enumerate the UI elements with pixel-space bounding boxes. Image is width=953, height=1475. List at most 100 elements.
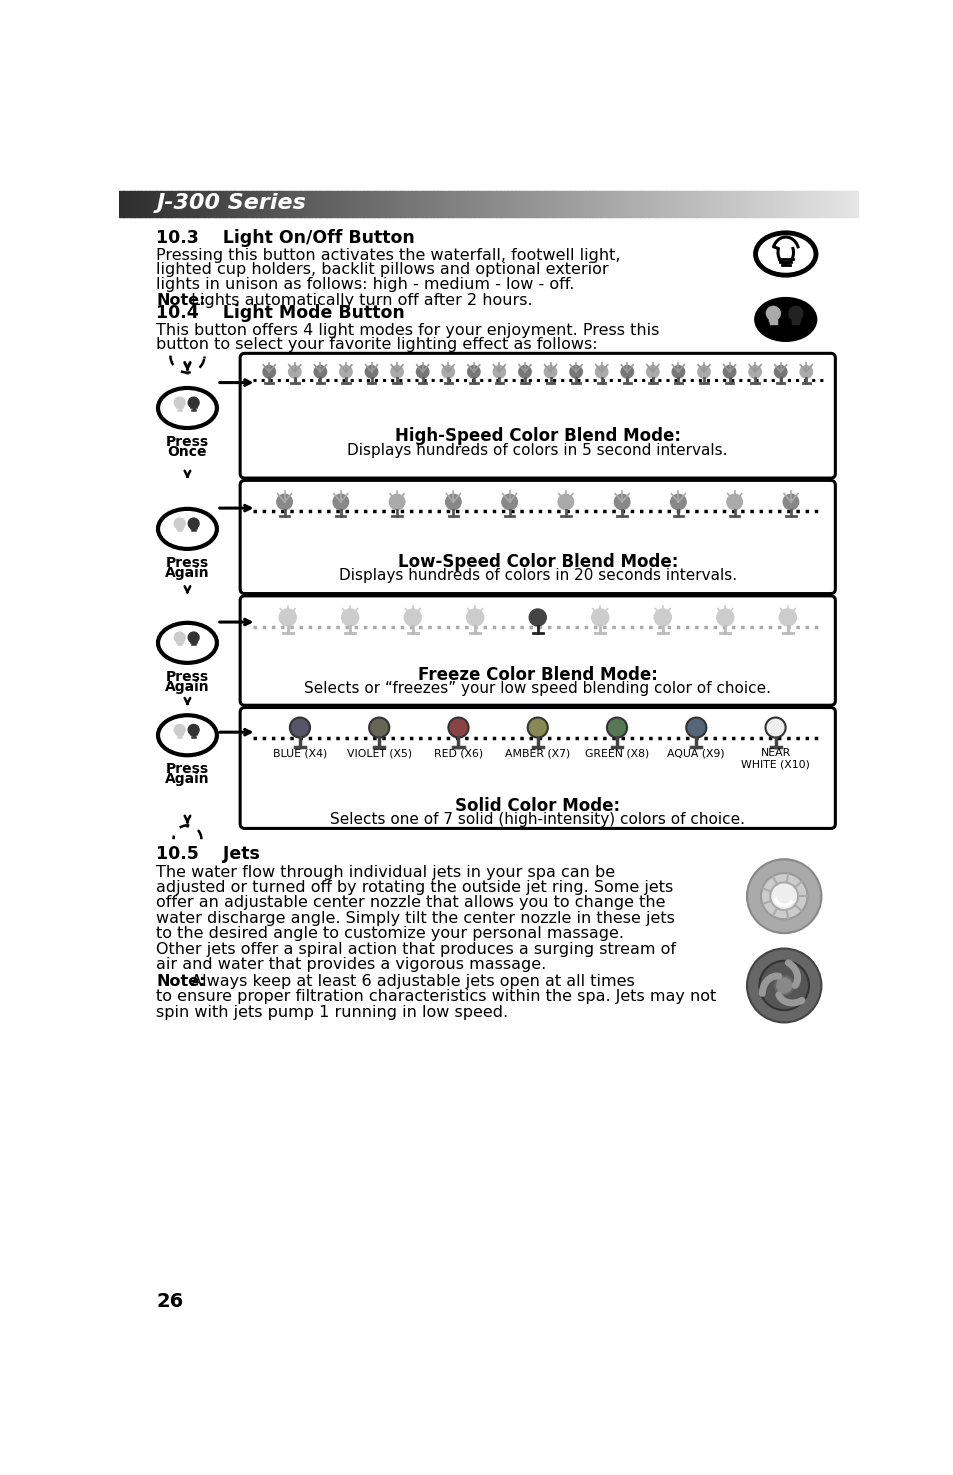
Bar [706,190,711,217]
Bar [625,190,630,217]
Bar [773,190,778,217]
Circle shape [369,717,389,738]
Bar [396,190,400,217]
Circle shape [391,366,403,378]
Bar [403,190,408,217]
Circle shape [726,494,741,510]
Bar [655,190,659,217]
Text: to the desired angle to customize your personal massage.: to the desired angle to customize your p… [156,926,624,941]
Bar [385,190,390,217]
Bar [562,190,567,217]
Text: Once: Once [168,445,207,459]
Bar [761,190,766,217]
Bar [795,190,800,217]
Bar [558,190,563,217]
Bar [426,190,430,217]
Bar [570,190,574,217]
Text: Press: Press [166,556,209,569]
Bar [348,190,353,217]
Bar [840,190,843,217]
Bar [400,190,404,217]
Bar [304,190,308,217]
Bar [781,190,784,217]
Bar [433,190,437,217]
Text: VIOLET (X5): VIOLET (X5) [346,748,412,758]
Bar [271,190,275,217]
Circle shape [782,494,798,510]
Bar [580,190,585,217]
Text: air and water that provides a vigorous massage.: air and water that provides a vigorous m… [156,957,546,972]
Bar [783,190,788,217]
Bar [665,190,670,217]
Bar [747,190,751,217]
Bar [736,190,740,217]
Text: Note:: Note: [156,974,206,988]
Bar [842,190,847,217]
Bar [422,190,426,217]
Bar [131,190,134,217]
Text: offer an adjustable center nozzle that allows you to change the: offer an adjustable center nozzle that a… [156,895,665,910]
Bar [374,190,378,217]
Text: Always keep at least 6 adjustable jets open at all times: Always keep at least 6 adjustable jets o… [186,974,634,988]
Circle shape [746,860,821,934]
Text: spin with jets pump 1 running in low speed.: spin with jets pump 1 running in low spe… [156,1004,508,1019]
Text: Again: Again [165,566,210,580]
Bar [411,190,416,217]
Bar [684,190,689,217]
Bar [688,190,692,217]
Text: to ensure proper filtration characteristics within the spa. Jets may not: to ensure proper filtration characterist… [156,990,716,1004]
Bar [488,190,493,217]
Bar [817,190,821,217]
Bar [355,190,360,217]
Bar [226,190,231,217]
Bar [673,190,678,217]
Bar [699,190,703,217]
Circle shape [448,717,468,738]
Bar [777,190,781,217]
Bar [193,190,197,217]
Bar [127,190,131,217]
Bar [755,190,759,217]
Bar [344,190,349,217]
Circle shape [365,366,377,378]
Circle shape [466,609,483,625]
Circle shape [760,873,806,919]
Circle shape [279,609,295,625]
Circle shape [188,518,199,530]
Ellipse shape [158,509,216,549]
Bar [141,190,146,217]
Text: AMBER (X7): AMBER (X7) [504,748,570,758]
Bar [322,190,327,217]
Circle shape [174,397,185,409]
Bar [499,190,504,217]
Circle shape [416,366,429,378]
FancyBboxPatch shape [240,481,835,593]
Bar [540,190,544,217]
Circle shape [620,366,633,378]
Bar [696,190,700,217]
Bar [182,190,187,217]
Text: Displays hundreds of colors in 5 second intervals.: Displays hundreds of colors in 5 second … [347,442,727,457]
Bar [496,190,500,217]
Bar [222,190,227,217]
Bar [167,190,172,217]
Bar [418,190,423,217]
Bar [237,190,242,217]
Bar [462,190,467,217]
Bar [186,190,190,217]
Circle shape [518,366,531,378]
Text: lights in unison as follows: high - medium - low - off.: lights in unison as follows: high - medi… [156,277,575,292]
Circle shape [654,609,671,625]
Bar [721,190,725,217]
Text: Again: Again [165,773,210,786]
Bar [651,190,656,217]
Circle shape [339,366,352,378]
Circle shape [746,948,821,1022]
Bar [596,190,600,217]
Bar [637,190,640,217]
Bar [507,190,512,217]
Bar [751,190,755,217]
Circle shape [445,494,460,510]
Bar [259,190,264,217]
Bar [850,190,855,217]
